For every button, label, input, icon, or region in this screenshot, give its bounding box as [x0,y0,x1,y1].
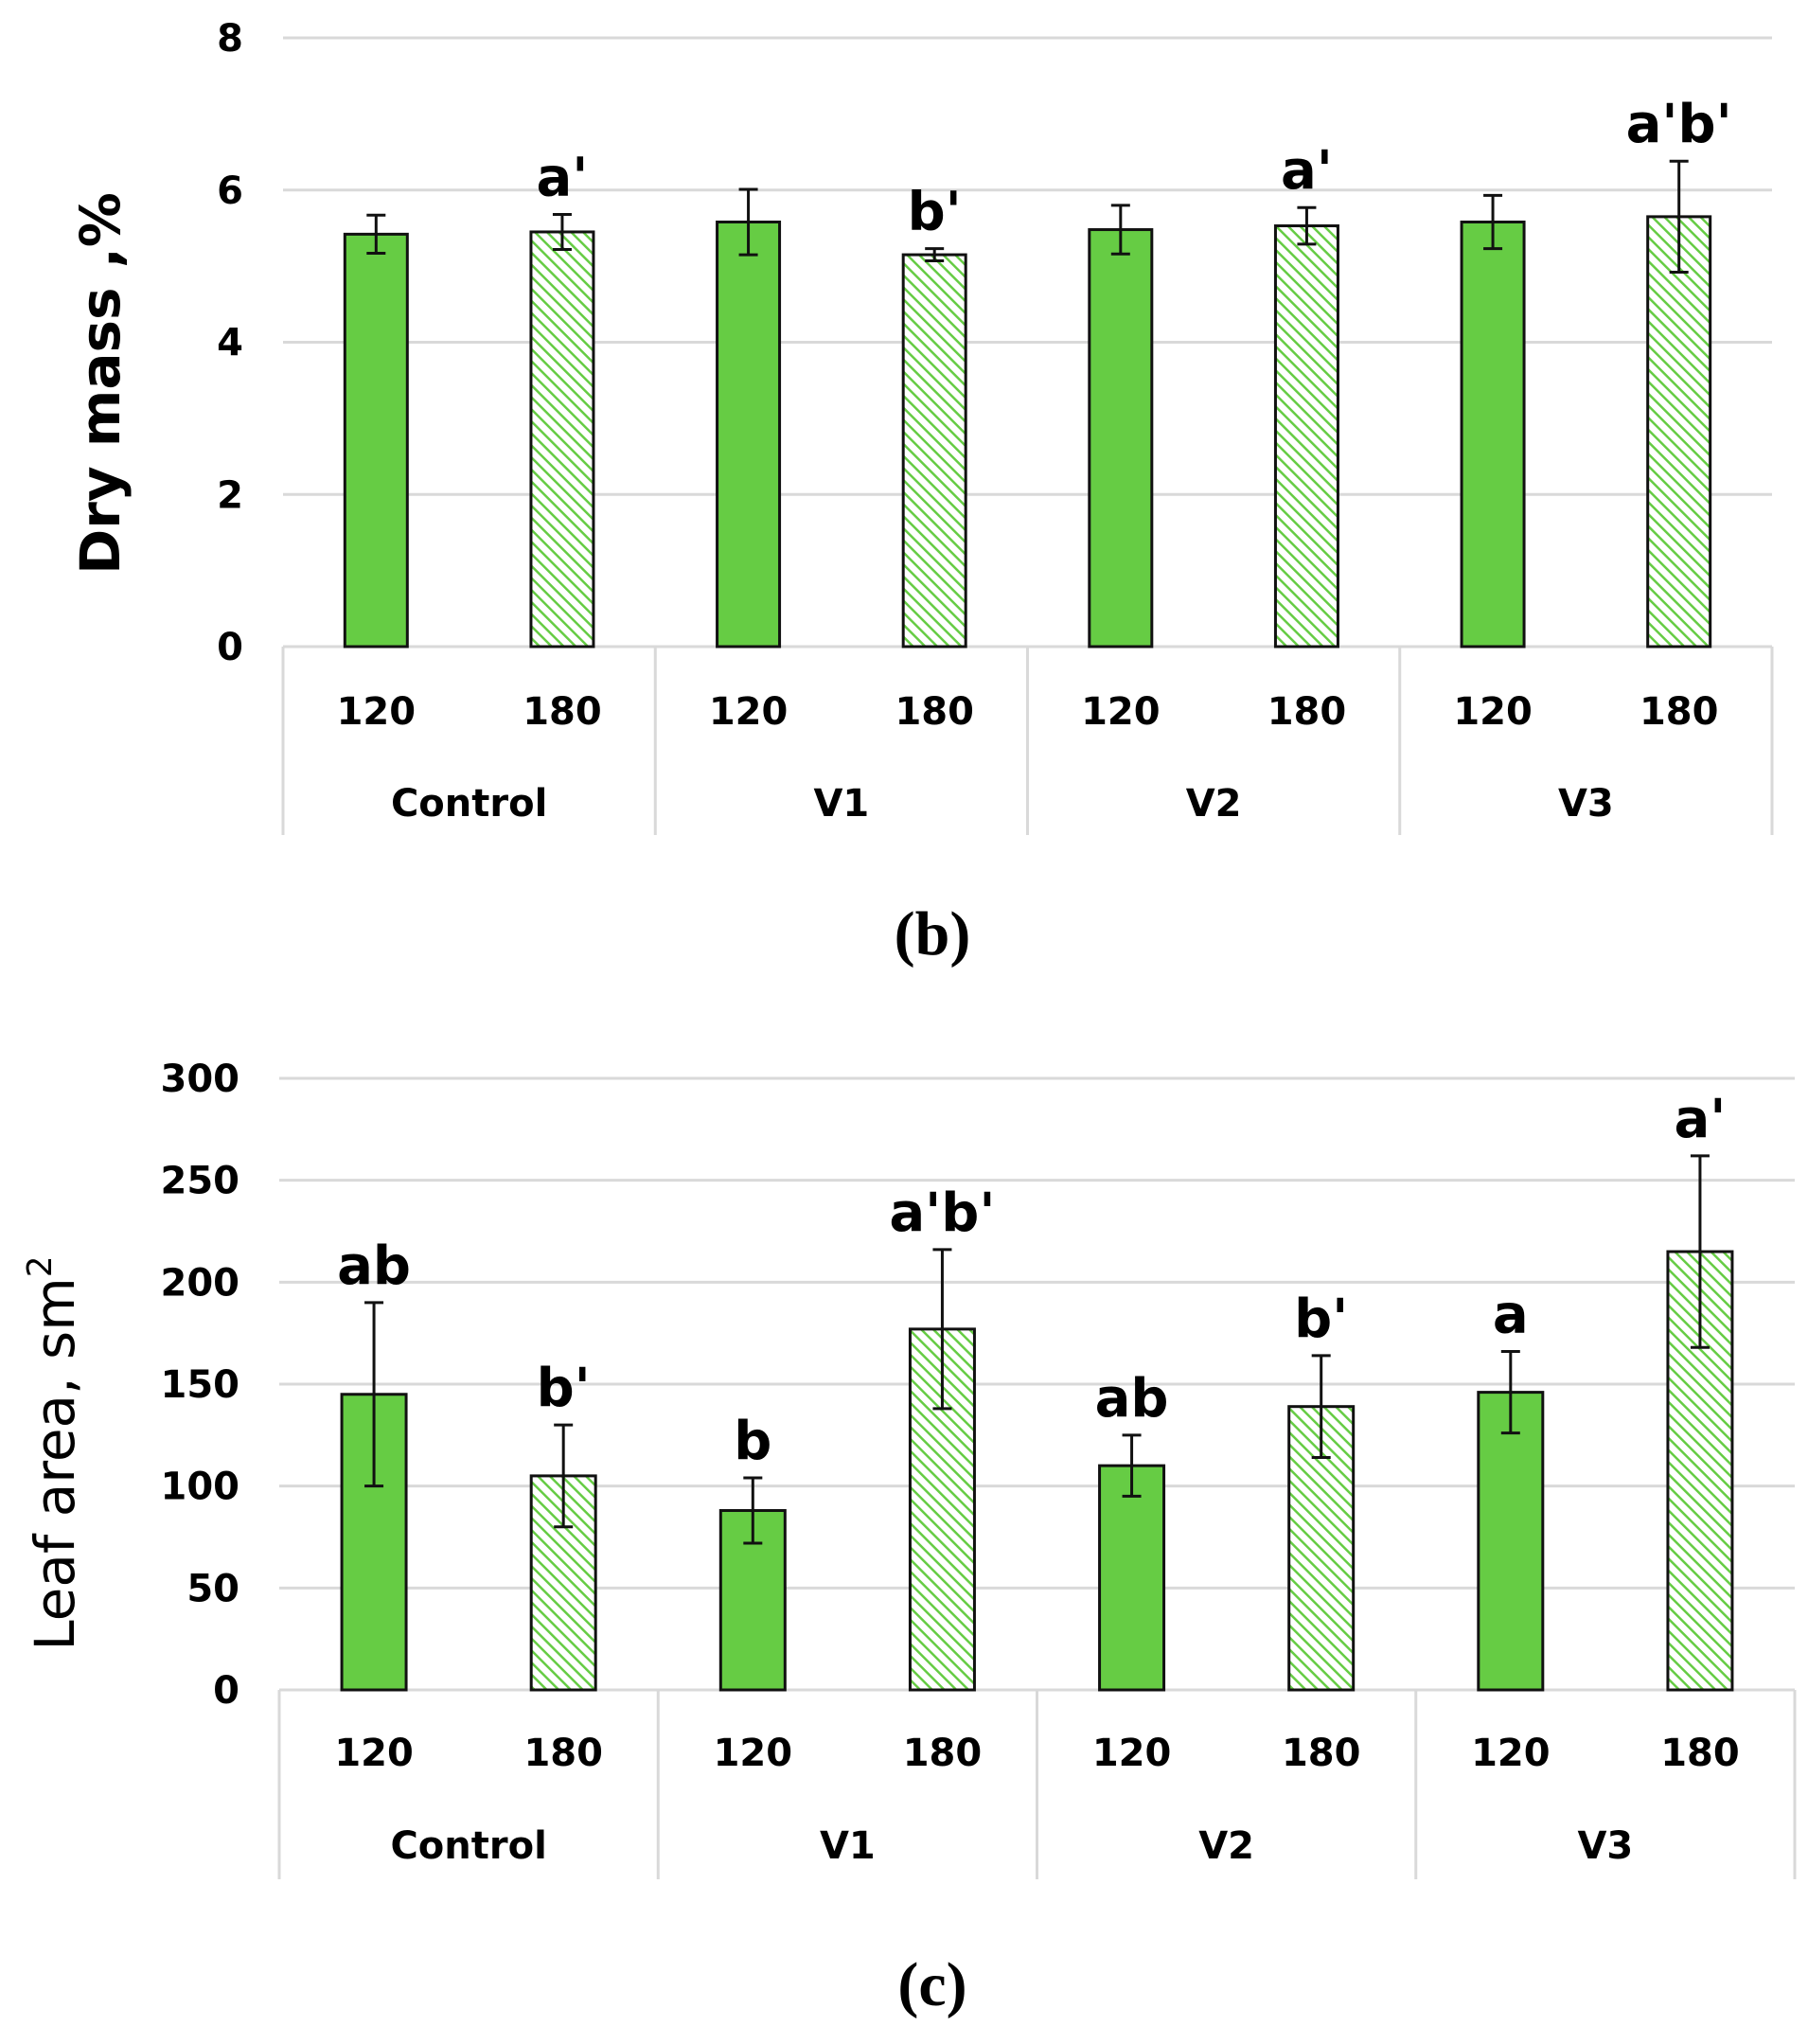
category-label-2: 120 [709,690,789,734]
significance-letter-7: a'b' [1626,94,1732,155]
y-tick-label-1: 50 [186,1567,239,1610]
bar-5 [1273,224,1339,649]
group-label-1: V1 [813,782,869,826]
significance-letter-7: a' [1674,1089,1726,1150]
leaf-area-ylabel-text: Leaf area, sm [23,1277,87,1650]
category-label-3: 180 [895,690,974,734]
bar-3 [901,253,967,649]
dry-mass-chart: Dry mass ,% 0 2 4 6 8 120 a' 180 120 b' 180 120 a' 18… [68,17,1774,969]
category-label-2: 120 [714,1732,793,1775]
y-tick-label-4: 200 [161,1261,240,1305]
y-tick-label-6: 300 [161,1058,240,1101]
significance-letter-3: b' [908,182,962,243]
category-label-1: 180 [523,690,602,734]
dry-mass-ylabel: Dry mass ,% [68,192,133,575]
panel-label-b: (b) [895,899,971,969]
leaf-area-plot-area: 050100150200250300ab120b'180b120a'b'180a… [161,1058,1797,1879]
y-tick-label-0: 0 [213,1669,239,1713]
leaf-area-ylabel: Leaf area, sm2 [21,1255,87,1650]
y-tick-label-2: 100 [161,1466,240,1509]
group-label-2: V2 [1186,782,1242,826]
category-label-3: 180 [903,1732,983,1775]
significance-letter-5: b' [1294,1289,1348,1350]
group-label-3: V3 [1558,782,1614,826]
significance-letter-1: b' [537,1358,591,1419]
category-label-7: 180 [1660,1732,1740,1775]
bar-7 [1646,215,1712,649]
category-label-7: 180 [1640,690,1719,734]
y-tick-label-4: 8 [217,17,243,61]
significance-letter-6: a [1493,1285,1529,1346]
y-tick-label-3: 6 [217,169,243,213]
significance-letter-0: ab [337,1235,411,1297]
group-label-3: V3 [1577,1824,1633,1868]
significance-letter-5: a' [1281,140,1333,202]
bar-6 [1460,221,1526,649]
bar-0 [343,232,409,649]
bar-4 [1088,228,1154,649]
category-label-5: 180 [1267,690,1347,734]
category-label-1: 180 [523,1732,603,1775]
group-label-1: V1 [820,1824,876,1868]
y-tick-label-0: 0 [217,626,243,669]
significance-letter-1: a' [536,147,588,208]
y-tick-label-3: 150 [161,1363,240,1407]
category-label-5: 180 [1282,1732,1361,1775]
bar-2 [716,221,782,649]
bar-6 [1477,1391,1545,1692]
group-label-0: Control [390,1824,546,1868]
category-label-4: 120 [1092,1732,1172,1775]
dry-mass-plot-area: 0 2 4 6 8 120 a' 180 120 b' 180 120 a' 180 120 a'b' 180 C… [217,17,1774,835]
category-label-0: 120 [334,1732,414,1775]
significance-letter-3: a'b' [889,1182,995,1244]
y-tick-label-5: 250 [161,1160,240,1203]
category-label-4: 120 [1081,690,1161,734]
bar-4 [1098,1464,1166,1692]
leaf-area-ylabel-sup: 2 [21,1255,60,1277]
bar-1 [529,230,595,649]
panel-label-c: (c) [897,1950,966,2019]
category-label-6: 120 [1471,1732,1551,1775]
y-tick-label-1: 2 [217,473,243,517]
category-label-0: 120 [337,690,417,734]
leaf-area-chart: Leaf area, sm2 050100150200250300ab120b'… [21,1058,1797,2019]
category-label-6: 120 [1453,690,1533,734]
group-label-2: V2 [1198,1824,1254,1868]
significance-letter-4: ab [1095,1368,1169,1430]
group-label-0: Control [391,782,547,826]
y-tick-label-2: 4 [217,322,243,365]
significance-letter-2: b [734,1411,771,1472]
